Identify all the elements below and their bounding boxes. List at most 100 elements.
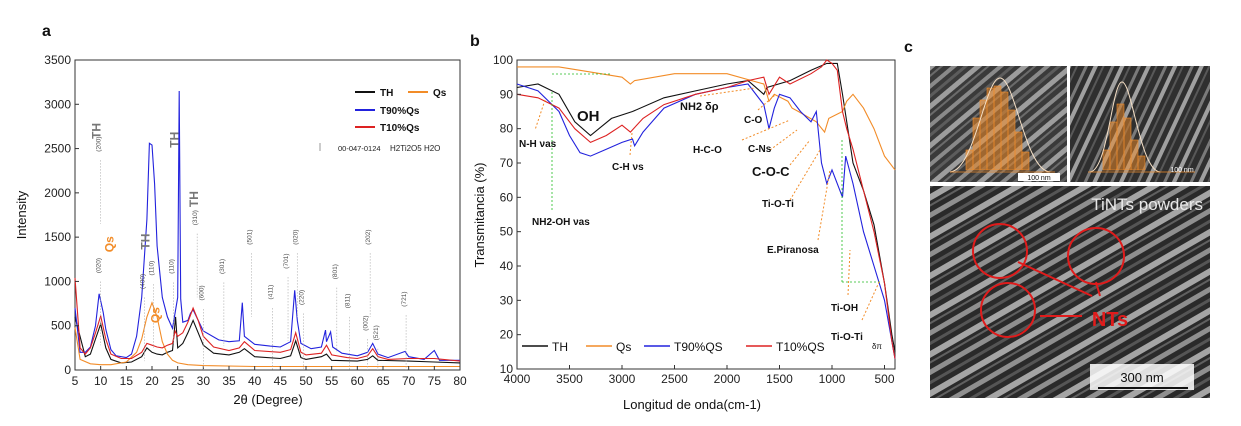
- ftir-xtick-label: 2000: [714, 372, 741, 386]
- ftir-xtick-label: 500: [874, 372, 894, 386]
- sem-image-top-left: 100 nm: [930, 66, 1067, 182]
- ftir-ytick-label: 10: [500, 362, 514, 376]
- xrd-hkl-label: (501): [247, 230, 254, 245]
- xrd-hkl-label: (411): [268, 285, 275, 300]
- ftir-ytick-label: 70: [500, 156, 514, 170]
- xrd-ytick-label: 3500: [44, 53, 71, 67]
- sem-top-left-histogram: [965, 85, 1030, 171]
- legend-ref-code: 00-047-0124: [338, 144, 381, 153]
- xrd-hkl-label: (811): [345, 294, 352, 309]
- xrd-xtick-label: 10: [94, 374, 108, 388]
- ann-nh2: NH2 δρ: [680, 101, 719, 113]
- ftir-ytick-label: 100: [493, 53, 513, 67]
- hist-bar: [986, 87, 995, 171]
- xrd-hkl-label: (020): [96, 258, 103, 273]
- ftir-xtick-label: 4000: [504, 372, 531, 386]
- sem-bottom-texture: [930, 186, 1210, 398]
- xrd-ytick-label: 2000: [44, 186, 71, 200]
- ftir-legend-label-th: TH: [552, 340, 568, 354]
- legend-label-t90: T90%Qs: [380, 106, 420, 117]
- sem-top-left-fit-curve: [949, 77, 1051, 173]
- arrow-nh2: [699, 87, 756, 97]
- xrd-hkl-label: (110): [169, 259, 176, 274]
- arrow-tioti: [789, 149, 821, 201]
- ann-co: C-O: [744, 115, 763, 126]
- xrd-phase-label: TH: [90, 123, 104, 139]
- sem-arrows: [1017, 261, 1101, 317]
- ann-coc: C-O-C: [752, 164, 790, 179]
- xrd-hkl-label: (521): [373, 325, 380, 340]
- xrd-xtick-label: 65: [376, 374, 390, 388]
- xrd-xtick-label: 15: [120, 374, 134, 388]
- xrd-hkl-label: (301): [219, 259, 226, 274]
- xrd-xtick-label: 55: [325, 374, 339, 388]
- ftir-legend-label-t10: T10%QS: [776, 340, 825, 354]
- xrd-xtick-label: 70: [402, 374, 416, 388]
- xrd-xtick-label: 60: [351, 374, 365, 388]
- ann-pyranose: E.Piranosa: [767, 245, 819, 256]
- xrd-hkl-label: (202): [365, 230, 372, 245]
- xrd-ytick-label: 1000: [44, 274, 71, 288]
- ftir-ytick-label: 90: [500, 87, 514, 101]
- xrd-ytick-label: 1500: [44, 230, 71, 244]
- ann-hco: H-C-O: [693, 145, 722, 156]
- xrd-xtick-label: 80: [453, 374, 467, 388]
- sem-bottom-title: TiNTs powders: [1091, 195, 1203, 214]
- ftir-xtick-label: 1000: [819, 372, 846, 386]
- sem-highlight-circle-1: [972, 223, 1028, 279]
- xrd-xtick-label: 45: [274, 374, 288, 388]
- sem-arrow-1: [1017, 261, 1093, 297]
- sem-bottom-label: NTs: [1092, 309, 1128, 331]
- xrd-ytick-label: 2500: [44, 142, 71, 156]
- xrd-hkl-label: (701): [283, 254, 290, 269]
- ftir-guides: [551, 73, 880, 283]
- xrd-hkl-label: (220): [298, 290, 305, 305]
- ann-nh2oh: NH2-OH νas: [532, 217, 590, 228]
- ftir-ytick-label: 60: [500, 190, 514, 204]
- xrd-series-t10qs: [74, 277, 461, 362]
- ftir-ylabel: Transmitancia (%): [472, 163, 487, 268]
- hist-bar: [965, 149, 974, 171]
- sem-image-bottom: TiNTs powders NTs 300 nm: [930, 186, 1210, 398]
- xrd-phase-label: Qs: [149, 307, 163, 323]
- panel-label-b: b: [470, 33, 480, 50]
- panel-label-c: c: [904, 39, 913, 56]
- arrow-nh: [534, 99, 546, 131]
- ftir-series-qs: [517, 66, 896, 171]
- xrd-phase-label: TH: [138, 234, 152, 250]
- ftir-ytick-label: 50: [500, 225, 514, 239]
- xrd-hkl-label: (110): [149, 261, 156, 276]
- hist-bar: [1014, 131, 1023, 171]
- sem-bottom-scale: 300 nm: [1120, 370, 1163, 385]
- sem-highlight-circle-3: [980, 282, 1036, 338]
- xrd-phase-label: TH: [168, 132, 182, 148]
- ftir-xlabel: Longitud de onda(cm-1): [623, 397, 761, 412]
- ftir-chart: 4000 3500 3000 2500 2000 1500 1000 500 10 20 30 40 5…: [472, 53, 896, 412]
- xrd-hkl-label: (721): [401, 292, 408, 307]
- ftir-ytick-label: 40: [500, 259, 514, 273]
- hist-bar: [1102, 149, 1111, 171]
- arrow-pyranose: [817, 169, 831, 241]
- sem-image-top-right: 100 nm: [1070, 66, 1210, 182]
- xrd-plot-frame: [74, 59, 461, 371]
- xrd-xtick-label: 30: [197, 374, 211, 388]
- xrd-hkl-label: (200): [96, 137, 103, 152]
- xrd-series-qs: [74, 301, 460, 368]
- ftir-ytick-label: 30: [500, 293, 514, 307]
- ftir-legend-label-t90: T90%QS: [674, 340, 723, 354]
- hist-bar: [1007, 109, 1016, 171]
- ftir-series-t90qs: [516, 83, 896, 359]
- sem-top-right-fit-curve: [1089, 81, 1161, 173]
- sem-top-left-scalebox: [1018, 173, 1060, 181]
- xrd-ytick-label: 3000: [44, 97, 71, 111]
- hist-bar: [1021, 151, 1030, 171]
- arrow-tioti2: [861, 279, 881, 321]
- xrd-xtick-label: 40: [248, 374, 262, 388]
- hist-bar: [972, 117, 981, 171]
- xrd-hkl-label: (002): [363, 316, 370, 331]
- sem-top-right-histogram: [1102, 103, 1146, 171]
- legend-label-qs: Qs: [433, 88, 447, 99]
- sem-top-right-scale: 100 nm: [1170, 167, 1194, 174]
- panel-label-a: a: [42, 23, 51, 40]
- xrd-hkl-label: (310): [192, 210, 199, 225]
